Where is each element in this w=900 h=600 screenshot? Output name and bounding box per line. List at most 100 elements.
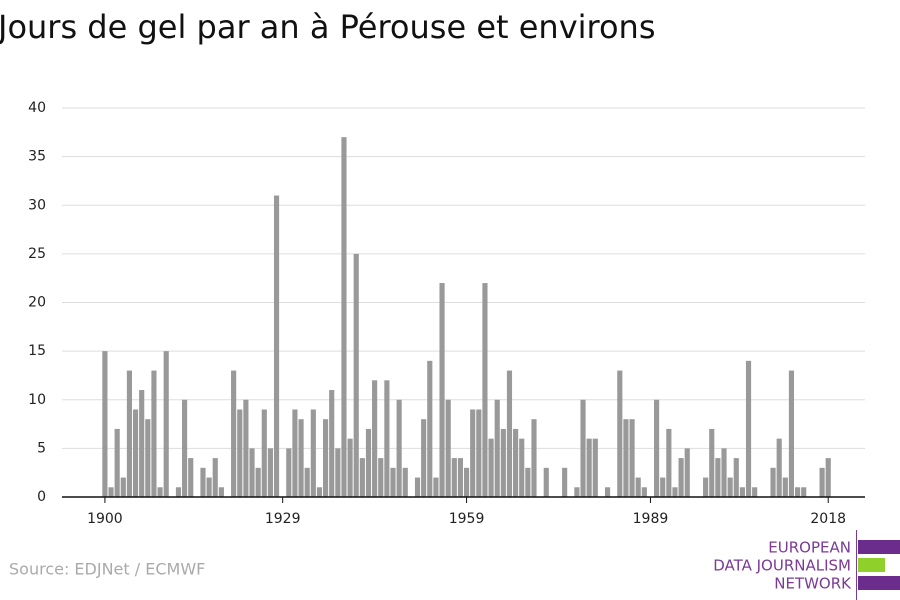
bar [267, 448, 273, 497]
x-tick-label: 1989 [633, 511, 669, 527]
bar [635, 477, 641, 497]
bar [206, 477, 212, 497]
bar [323, 419, 329, 497]
bar [543, 467, 549, 497]
bar [414, 477, 421, 497]
bar [451, 458, 457, 497]
x-tick-label: 1900 [87, 511, 123, 527]
bar [341, 137, 347, 498]
bar [132, 409, 139, 497]
y-tick-label: 5 [37, 440, 46, 456]
bar [126, 370, 133, 497]
bar [151, 370, 157, 497]
bar [494, 399, 500, 497]
bar [745, 360, 752, 497]
logo-bar [858, 558, 885, 572]
bar [390, 467, 396, 497]
bar [120, 477, 126, 497]
bar [801, 487, 807, 497]
bar [439, 283, 445, 497]
bar [506, 370, 513, 497]
bar [249, 448, 255, 497]
bar [776, 438, 782, 497]
bar [752, 487, 758, 497]
bar [255, 467, 261, 497]
bar [476, 409, 482, 497]
bar [678, 458, 684, 497]
bar [329, 390, 335, 497]
bar [347, 438, 353, 497]
bar [770, 467, 776, 497]
bar [378, 458, 384, 497]
bar [114, 428, 120, 497]
bar [316, 487, 323, 497]
bar [445, 399, 451, 497]
y-tick-label: 25 [28, 246, 46, 262]
x-tick-label: 1959 [449, 511, 485, 527]
bar [372, 380, 378, 497]
bar [145, 419, 151, 497]
bar [794, 487, 801, 497]
bar [482, 283, 488, 497]
bar [715, 458, 721, 497]
bar [623, 419, 629, 497]
y-tick-label: 10 [28, 392, 46, 408]
bar [727, 477, 733, 497]
bar [703, 477, 709, 497]
bar [237, 409, 243, 497]
bar [212, 458, 218, 497]
bar [218, 487, 224, 497]
y-tick-label: 30 [28, 197, 46, 213]
bar [641, 487, 647, 497]
bar [709, 428, 715, 497]
bar [488, 438, 494, 497]
bar [243, 399, 249, 497]
bar [721, 448, 727, 497]
bar [231, 370, 237, 497]
y-tick-label: 20 [28, 295, 46, 311]
bar [139, 390, 145, 497]
bar [365, 428, 372, 497]
logo-text: EUROPEAN [768, 539, 851, 557]
bar [273, 195, 280, 497]
bar [384, 380, 390, 497]
bar [617, 370, 623, 497]
bar [200, 467, 206, 497]
bar [433, 477, 439, 497]
bar [660, 477, 666, 497]
bar [525, 467, 531, 497]
x-tick-label: 2018 [810, 511, 846, 527]
bar [163, 351, 169, 497]
bar [188, 458, 194, 497]
logo-bar [858, 576, 900, 590]
bar [592, 438, 598, 497]
bar [108, 487, 114, 497]
bar [733, 458, 739, 497]
bar [531, 419, 537, 497]
logo-text: NETWORK [774, 575, 852, 593]
bar [819, 467, 825, 497]
source: Source: EDJNet / ECMWF [9, 560, 205, 579]
bar [457, 458, 464, 497]
y-tick-label: 15 [28, 343, 46, 359]
bar [782, 477, 788, 497]
bar [421, 419, 427, 497]
bar [500, 428, 506, 497]
bar [335, 448, 341, 497]
bar [629, 419, 635, 497]
bar [298, 419, 304, 497]
bar [292, 409, 298, 497]
bar [574, 487, 580, 497]
bar [666, 428, 672, 497]
bar [359, 458, 365, 497]
bar [580, 399, 586, 497]
bar [402, 467, 408, 497]
bar [427, 360, 433, 497]
logo-text: DATA JOURNALISM [713, 557, 851, 575]
bar [739, 487, 745, 497]
bar [463, 467, 470, 497]
y-tick-label: 40 [28, 100, 46, 116]
bar [470, 409, 476, 497]
bar [513, 428, 519, 497]
